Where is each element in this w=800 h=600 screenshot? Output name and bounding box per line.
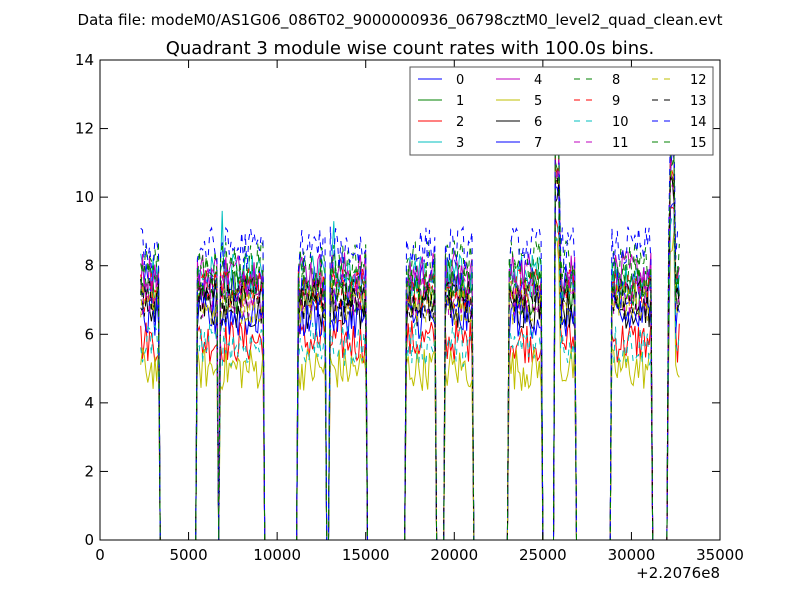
data-file-header: Data file: modeM0/AS1G06_086T02_90000009… (78, 11, 723, 30)
legend-label-0: 0 (456, 73, 464, 88)
series-line-9 (140, 157, 680, 540)
x-tick-label: 5000 (169, 546, 207, 564)
y-tick-label: 4 (84, 394, 94, 412)
legend-label-9: 9 (612, 94, 620, 109)
y-tick-label: 12 (75, 120, 94, 138)
legend-label-8: 8 (612, 73, 620, 88)
series-line-15 (140, 149, 680, 540)
y-tick-label: 2 (84, 462, 94, 480)
y-tick-label: 8 (84, 257, 94, 275)
y-tick-label: 10 (75, 188, 94, 206)
x-tick-label: 30000 (608, 546, 656, 564)
legend-label-7: 7 (534, 136, 542, 151)
legend-label-15: 15 (690, 136, 707, 151)
axis-ticks: 0 5000 10000 15000 20000 25000 30000 35000 0 2 4 6 8… (75, 51, 744, 564)
x-tick-label: 0 (95, 546, 105, 564)
y-tick-label: 0 (84, 531, 94, 549)
legend-label-3: 3 (456, 136, 464, 151)
series-line-10 (140, 211, 680, 540)
legend-label-12: 12 (690, 73, 707, 88)
y-tick-label: 6 (84, 325, 94, 343)
series-line-12 (140, 170, 680, 540)
legend-label-14: 14 (690, 115, 707, 130)
legend-label-5: 5 (534, 94, 542, 109)
series-line-7 (140, 185, 680, 540)
legend-label-11: 11 (612, 136, 629, 151)
series-line-13 (140, 175, 680, 540)
legend-box (409, 66, 714, 156)
chart-title: Quadrant 3 module wise count rates with … (166, 38, 655, 59)
series-line-11 (140, 159, 680, 540)
axes-frame (99, 59, 721, 541)
series-line-2 (140, 206, 680, 540)
x-tick-label: 10000 (253, 546, 301, 564)
legend-label-13: 13 (690, 94, 707, 109)
legend-label-6: 6 (534, 115, 542, 130)
x-tick-label: 25000 (519, 546, 567, 564)
series-line-5 (140, 232, 680, 540)
x-tick-label: 15000 (342, 546, 390, 564)
series-line-8 (140, 127, 680, 540)
plot-area (99, 59, 721, 541)
legend-label-1: 1 (456, 94, 464, 109)
series-line-6 (140, 174, 680, 540)
series-line-14 (140, 116, 680, 540)
x-tick-label: 20000 (430, 546, 478, 564)
series-lines (140, 116, 680, 540)
x-offset-label: +2.2076e8 (636, 564, 720, 582)
series-line-3 (140, 141, 680, 540)
series-line-4 (140, 137, 680, 540)
legend-label-4: 4 (534, 73, 542, 88)
legend-label-10: 10 (612, 115, 629, 130)
x-tick-label: 35000 (696, 546, 744, 564)
y-tick-label: 14 (75, 51, 94, 69)
legend-label-2: 2 (456, 115, 464, 130)
